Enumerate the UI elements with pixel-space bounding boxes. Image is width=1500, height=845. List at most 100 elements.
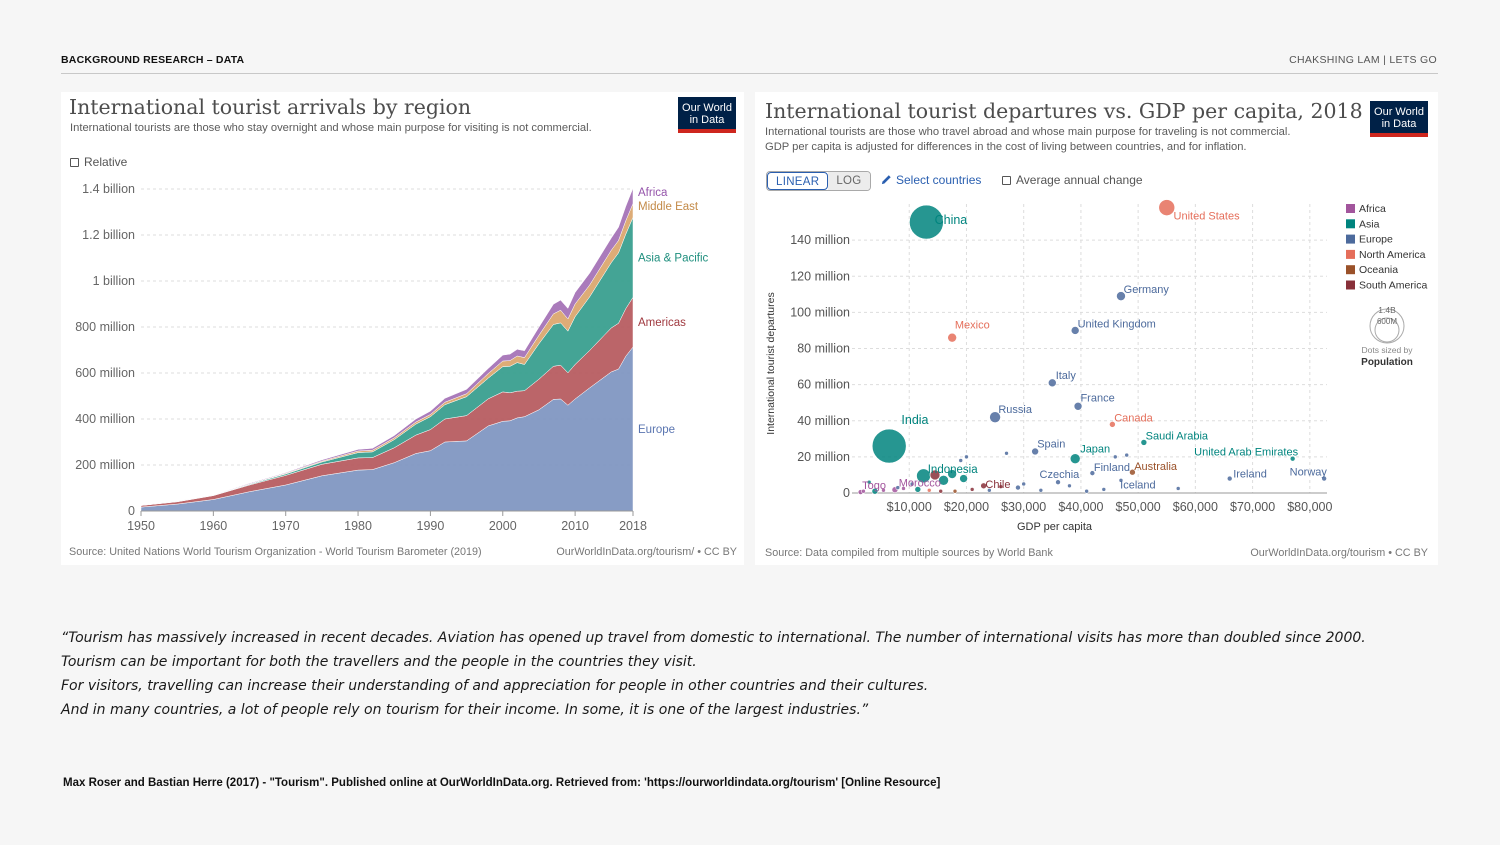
point-label-saudi-arabia: Saudi Arabia [1146, 430, 1209, 442]
departures-chart-title: International tourist departures vs. GDP… [765, 99, 1363, 123]
scatter-point-india [871, 428, 907, 464]
scatter-point [959, 474, 968, 483]
departures-chart-subtitle-1: International tourists are those who tra… [765, 126, 1291, 138]
x-tick-label: $10,000 [887, 500, 932, 514]
y-tick-label: 800 million [75, 320, 135, 334]
size-legend-variable: Population [1361, 357, 1413, 368]
scale-toggle[interactable]: LINEAR LOG [766, 171, 871, 191]
departures-credit[interactable]: OurWorldInData.org/tourism • CC BY [1250, 547, 1428, 559]
legend-swatch-north-america [1346, 249, 1355, 259]
scatter-point [958, 458, 964, 463]
scatter-point [952, 488, 958, 494]
relative-checkbox[interactable] [70, 158, 79, 167]
log-scale-button[interactable]: LOG [828, 172, 870, 190]
scatter-point-russia [989, 411, 1001, 423]
y-tick-label: 600 million [75, 366, 135, 380]
select-countries-button[interactable]: Select countries [881, 173, 981, 187]
owid-logo[interactable]: Our World in Data [678, 97, 736, 133]
point-label-iceland: Iceland [1120, 479, 1155, 491]
y-tick-label: 140 million [790, 233, 850, 247]
scatter-point [861, 488, 866, 494]
y-tick-label: 400 million [75, 412, 135, 426]
arrivals-chart-subtitle: International tourists are those who sta… [70, 122, 592, 134]
legend-label-europe: Europe [1359, 234, 1393, 246]
y-tick-label: 200 million [75, 458, 135, 472]
legend-label-asia: Asia [1359, 218, 1380, 230]
point-label-chile: Chile [985, 479, 1010, 491]
arrivals-credit[interactable]: OurWorldInData.org/tourism/ • CC BY [556, 546, 737, 558]
y-tick-label: 40 million [797, 414, 850, 428]
scatter-point [929, 469, 941, 481]
scatter-point [1067, 483, 1072, 489]
scatter-point [987, 487, 992, 493]
arrivals-source: Source: United Nations World Tourism Org… [69, 546, 482, 558]
y-tick-label: 80 million [797, 342, 850, 356]
average-annual-change-toggle[interactable]: Average annual change [1002, 173, 1143, 187]
legend-swatch-oceania [1346, 265, 1355, 275]
series-label-middle-east: Middle East [638, 201, 699, 213]
y-tick-label: 100 million [790, 305, 850, 319]
arrivals-chart-title: International tourist arrivals by region [69, 95, 472, 119]
x-tick-label: 1970 [272, 519, 300, 533]
point-label-morocco: Morocco [899, 478, 941, 490]
scatter-point [1015, 484, 1021, 491]
scatter-point [1175, 486, 1181, 491]
scatter-point-united-states [1158, 199, 1176, 216]
scatter-point-finland [1089, 470, 1096, 476]
pencil-icon [881, 175, 891, 185]
x-tick-label: $70,000 [1230, 500, 1275, 514]
size-legend-small-circle [1374, 317, 1400, 343]
scatter-point [964, 454, 969, 460]
y-tick-label: 60 million [797, 378, 850, 392]
scatter-point-iceland [1118, 478, 1124, 483]
scatter-point [909, 481, 915, 487]
scatter-point-chile [980, 482, 987, 490]
scatter-point [1021, 481, 1026, 487]
series-label-asia-pacific: Asia & Pacific [638, 252, 709, 264]
point-label-united-states: United States [1174, 211, 1241, 223]
departures-source: Source: Data compiled from multiple sour… [765, 547, 1053, 559]
select-countries-label: Select countries [896, 173, 982, 187]
departures-chart-panel: International tourist departures vs. GDP… [755, 92, 1438, 565]
legend-label-north-america: North America [1359, 249, 1426, 261]
x-tick-label: 1950 [127, 519, 155, 533]
scatter-point [1101, 487, 1107, 492]
scatter-point [926, 487, 932, 493]
point-label-czechia: Czechia [1040, 469, 1081, 481]
x-tick-label: 2000 [489, 519, 517, 533]
arrivals-chart-panel: International tourist arrivals by region… [61, 92, 744, 565]
x-tick-label: 2018 [619, 519, 647, 533]
departures-chart-subtitle-2: GDP per capita is adjusted for differenc… [765, 141, 1247, 153]
scatter-point [1038, 487, 1044, 493]
y-tick-label: 1 billion [93, 274, 135, 288]
x-tick-label: 2010 [561, 519, 589, 533]
point-label-finland: Finland [1094, 462, 1130, 474]
point-label-norway: Norway [1290, 467, 1328, 479]
point-label-india: India [901, 413, 928, 427]
size-legend-large-circle [1369, 308, 1405, 344]
average-annual-change-label: Average annual change [1016, 173, 1143, 187]
series-label-africa: Africa [638, 187, 668, 199]
relative-toggle[interactable]: Relative [70, 155, 127, 169]
scatter-point [901, 486, 906, 491]
scatter-point [938, 488, 944, 494]
linear-scale-button[interactable]: LINEAR [767, 172, 829, 190]
logo-line-1: Our World [682, 102, 732, 114]
x-tick-label: $40,000 [1058, 500, 1103, 514]
x-axis-label: GDP per capita [1017, 521, 1093, 533]
owid-logo[interactable]: Our World in Data [1370, 101, 1428, 137]
point-label-mexico: Mexico [955, 320, 990, 332]
scatter-point-japan [1069, 453, 1081, 464]
y-tick-label: 120 million [790, 269, 850, 283]
y-axis-label: International tourist departures [765, 292, 777, 434]
header-author-label: CHAKSHING LAM | LETS GO [1289, 54, 1437, 66]
legend-swatch-south-america [1346, 280, 1355, 290]
arrivals-area-chart: 0 200 million 400 million 600 million 800 mi… [75, 182, 709, 533]
x-tick-label: 1980 [344, 519, 372, 533]
quote-line-3: For visitors, travelling can increase th… [61, 678, 929, 694]
x-tick-label: 1960 [199, 519, 227, 533]
point-label-canada: Canada [1114, 412, 1153, 424]
average-annual-change-checkbox[interactable] [1002, 176, 1011, 185]
scatter-point [895, 485, 901, 490]
point-label-france: France [1080, 392, 1114, 404]
